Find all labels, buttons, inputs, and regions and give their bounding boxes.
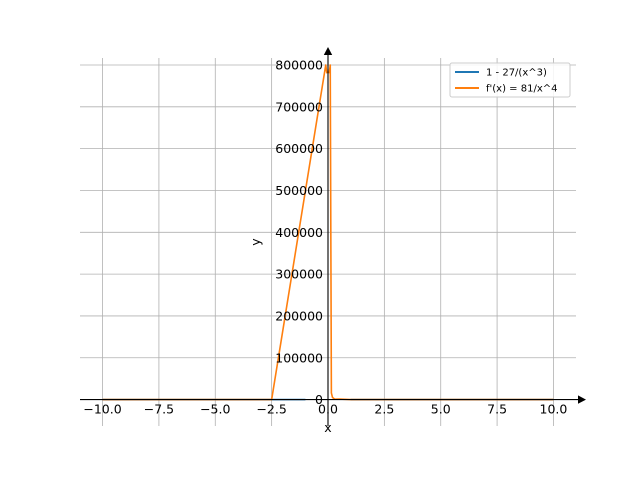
x-tick-label: −10.0 <box>83 402 121 417</box>
axes <box>80 47 586 426</box>
y-tick-label: 100000 <box>275 350 323 365</box>
y-tick-label: 400000 <box>275 225 323 240</box>
y-tick-label: 500000 <box>275 183 323 198</box>
tick-labels: −10.0 −7.5 −5.0 −2.5 0.0 2.5 5.0 7.5 10.0 0 100000… <box>83 58 567 417</box>
legend-entry-label: f'(x) = 81/x^4 <box>486 84 557 95</box>
x-tick-label: 5.0 <box>431 402 451 417</box>
y-tick-label: 700000 <box>275 99 323 114</box>
x-tick-label: 7.5 <box>487 402 507 417</box>
x-axis-arrow <box>578 395 586 404</box>
y-tick-label: 200000 <box>275 308 323 323</box>
x-tick-label: −5.0 <box>200 402 230 417</box>
y-tick-label: 600000 <box>275 141 323 156</box>
y-tick-label: 300000 <box>275 267 323 282</box>
x-axis-label: x <box>324 420 331 435</box>
x-tick-label: 2.5 <box>374 402 394 417</box>
y-axis-label: y <box>248 238 263 246</box>
y-axis-arrow <box>323 47 333 55</box>
x-tick-label: 0.0 <box>318 402 338 417</box>
legend: 1 - 27/(x^3) f'(x) = 81/x^4 <box>449 62 571 98</box>
x-tick-label: −2.5 <box>256 402 286 417</box>
x-tick-label: −7.5 <box>144 402 174 417</box>
y-tick-label: 0 <box>315 392 323 407</box>
y-tick-label: 800000 <box>275 58 323 73</box>
legend-entry-label: 1 - 27/(x^3) <box>486 68 547 79</box>
legend-frame <box>449 62 571 98</box>
x-tick-label: 10.0 <box>540 402 568 417</box>
